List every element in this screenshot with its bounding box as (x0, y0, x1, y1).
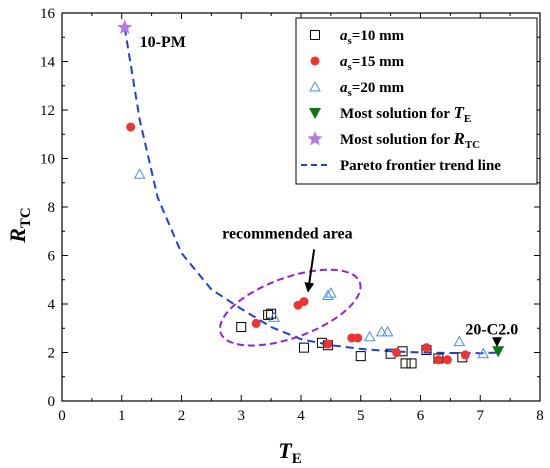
x-tick-label: 2 (178, 408, 186, 424)
data-point-series-1 (442, 355, 452, 365)
legend-marker-1 (310, 56, 320, 66)
legend-box (295, 17, 538, 185)
plot-frame (61, 12, 541, 402)
annotation-10pm: 10-PM (140, 34, 186, 51)
data-point-series-2 (477, 347, 490, 359)
data-point-series-2 (322, 289, 334, 301)
legend-marker-3 (309, 108, 321, 119)
y-tick-label: 4 (48, 297, 56, 313)
legend-marker-0 (310, 30, 320, 40)
data-point-series-1 (421, 343, 431, 353)
data-point-series-2 (363, 330, 376, 342)
x-tick-label: 3 (238, 408, 246, 424)
y-axis-title-sub: TC (18, 207, 34, 228)
y-tick-label: 0 (48, 394, 56, 410)
y-tick-label: 2 (48, 346, 56, 362)
legend-label-1: as=15 mm (340, 54, 405, 73)
data-point-series-0 (236, 322, 247, 333)
data-point-series-1 (126, 122, 136, 132)
data-point-series-1 (433, 355, 443, 365)
y-tick-label: 12 (40, 103, 55, 119)
legend-label-5: Pareto frontier trend line (340, 158, 501, 174)
pareto-trend-layer (123, 27, 499, 355)
data-point-series-0 (355, 351, 366, 362)
data-point-series-3 (492, 346, 505, 358)
recommended-area-ellipse (218, 268, 362, 347)
x-tick-label: 0 (58, 408, 66, 424)
data-point-series-1 (251, 318, 261, 328)
data-point-series-4 (117, 19, 133, 35)
x-tick-label: 7 (477, 408, 485, 424)
x-axis-title-sub: E (292, 451, 302, 467)
pareto-trend-line (123, 27, 499, 355)
y-tick-labels: 0 2 4 6 8 10 12 14 16 (40, 6, 56, 410)
y-tick-label: 10 (40, 152, 55, 168)
y-tick-label: 16 (40, 6, 56, 22)
x-tick-label: 4 (297, 408, 305, 424)
y-tick-label: 8 (48, 200, 56, 216)
legend-marker-2 (309, 80, 321, 92)
annotation-recommended-area: recommended area (222, 226, 352, 243)
x-tick-label: 1 (118, 408, 126, 424)
annotations-layer: 10-PM 20-C2.0 recommended area (140, 34, 518, 348)
y-tick-label: 14 (40, 55, 56, 71)
arrow-recommended-area (304, 249, 316, 293)
y-tick-label: 6 (48, 249, 56, 265)
x-tick-label: 6 (417, 408, 425, 424)
legend-label-3: Most solution for TE (340, 103, 471, 125)
annotation-20c2: 20-C2.0 (465, 321, 518, 338)
data-point-series-2 (375, 325, 388, 337)
data-point-series-2 (133, 168, 146, 179)
data-point-series-0 (406, 358, 417, 369)
data-points-layer (117, 19, 505, 369)
legend-label-4: Most solution for RTC (340, 129, 480, 151)
data-point-series-1 (392, 348, 402, 357)
x-tick-label: 8 (536, 408, 544, 424)
x-tick-label: 5 (357, 408, 365, 424)
data-point-series-2 (268, 311, 280, 322)
data-point-series-0 (298, 342, 309, 353)
y-axis-title: RTC (5, 207, 34, 244)
legend-marker-4 (307, 131, 323, 146)
legend-label-2: as=20 mm (340, 80, 405, 99)
data-point-series-1 (323, 339, 333, 349)
data-point-series-2 (325, 287, 337, 298)
legend-label-0: as=10 mm (340, 28, 405, 47)
x-axis-title: TE (278, 438, 301, 467)
data-point-series-2 (381, 325, 394, 337)
data-point-series-1 (460, 350, 470, 360)
data-point-series-1 (353, 333, 363, 343)
data-point-series-0 (400, 358, 411, 369)
data-point-series-2 (453, 335, 466, 347)
x-tick-labels: 0 1 2 3 4 5 6 7 8 (58, 408, 544, 424)
recommended-area-layer (218, 268, 362, 347)
data-point-series-1 (299, 297, 309, 307)
legend: as=10 mm as=15 mm as=20 mm Most solution fo… (295, 17, 538, 185)
